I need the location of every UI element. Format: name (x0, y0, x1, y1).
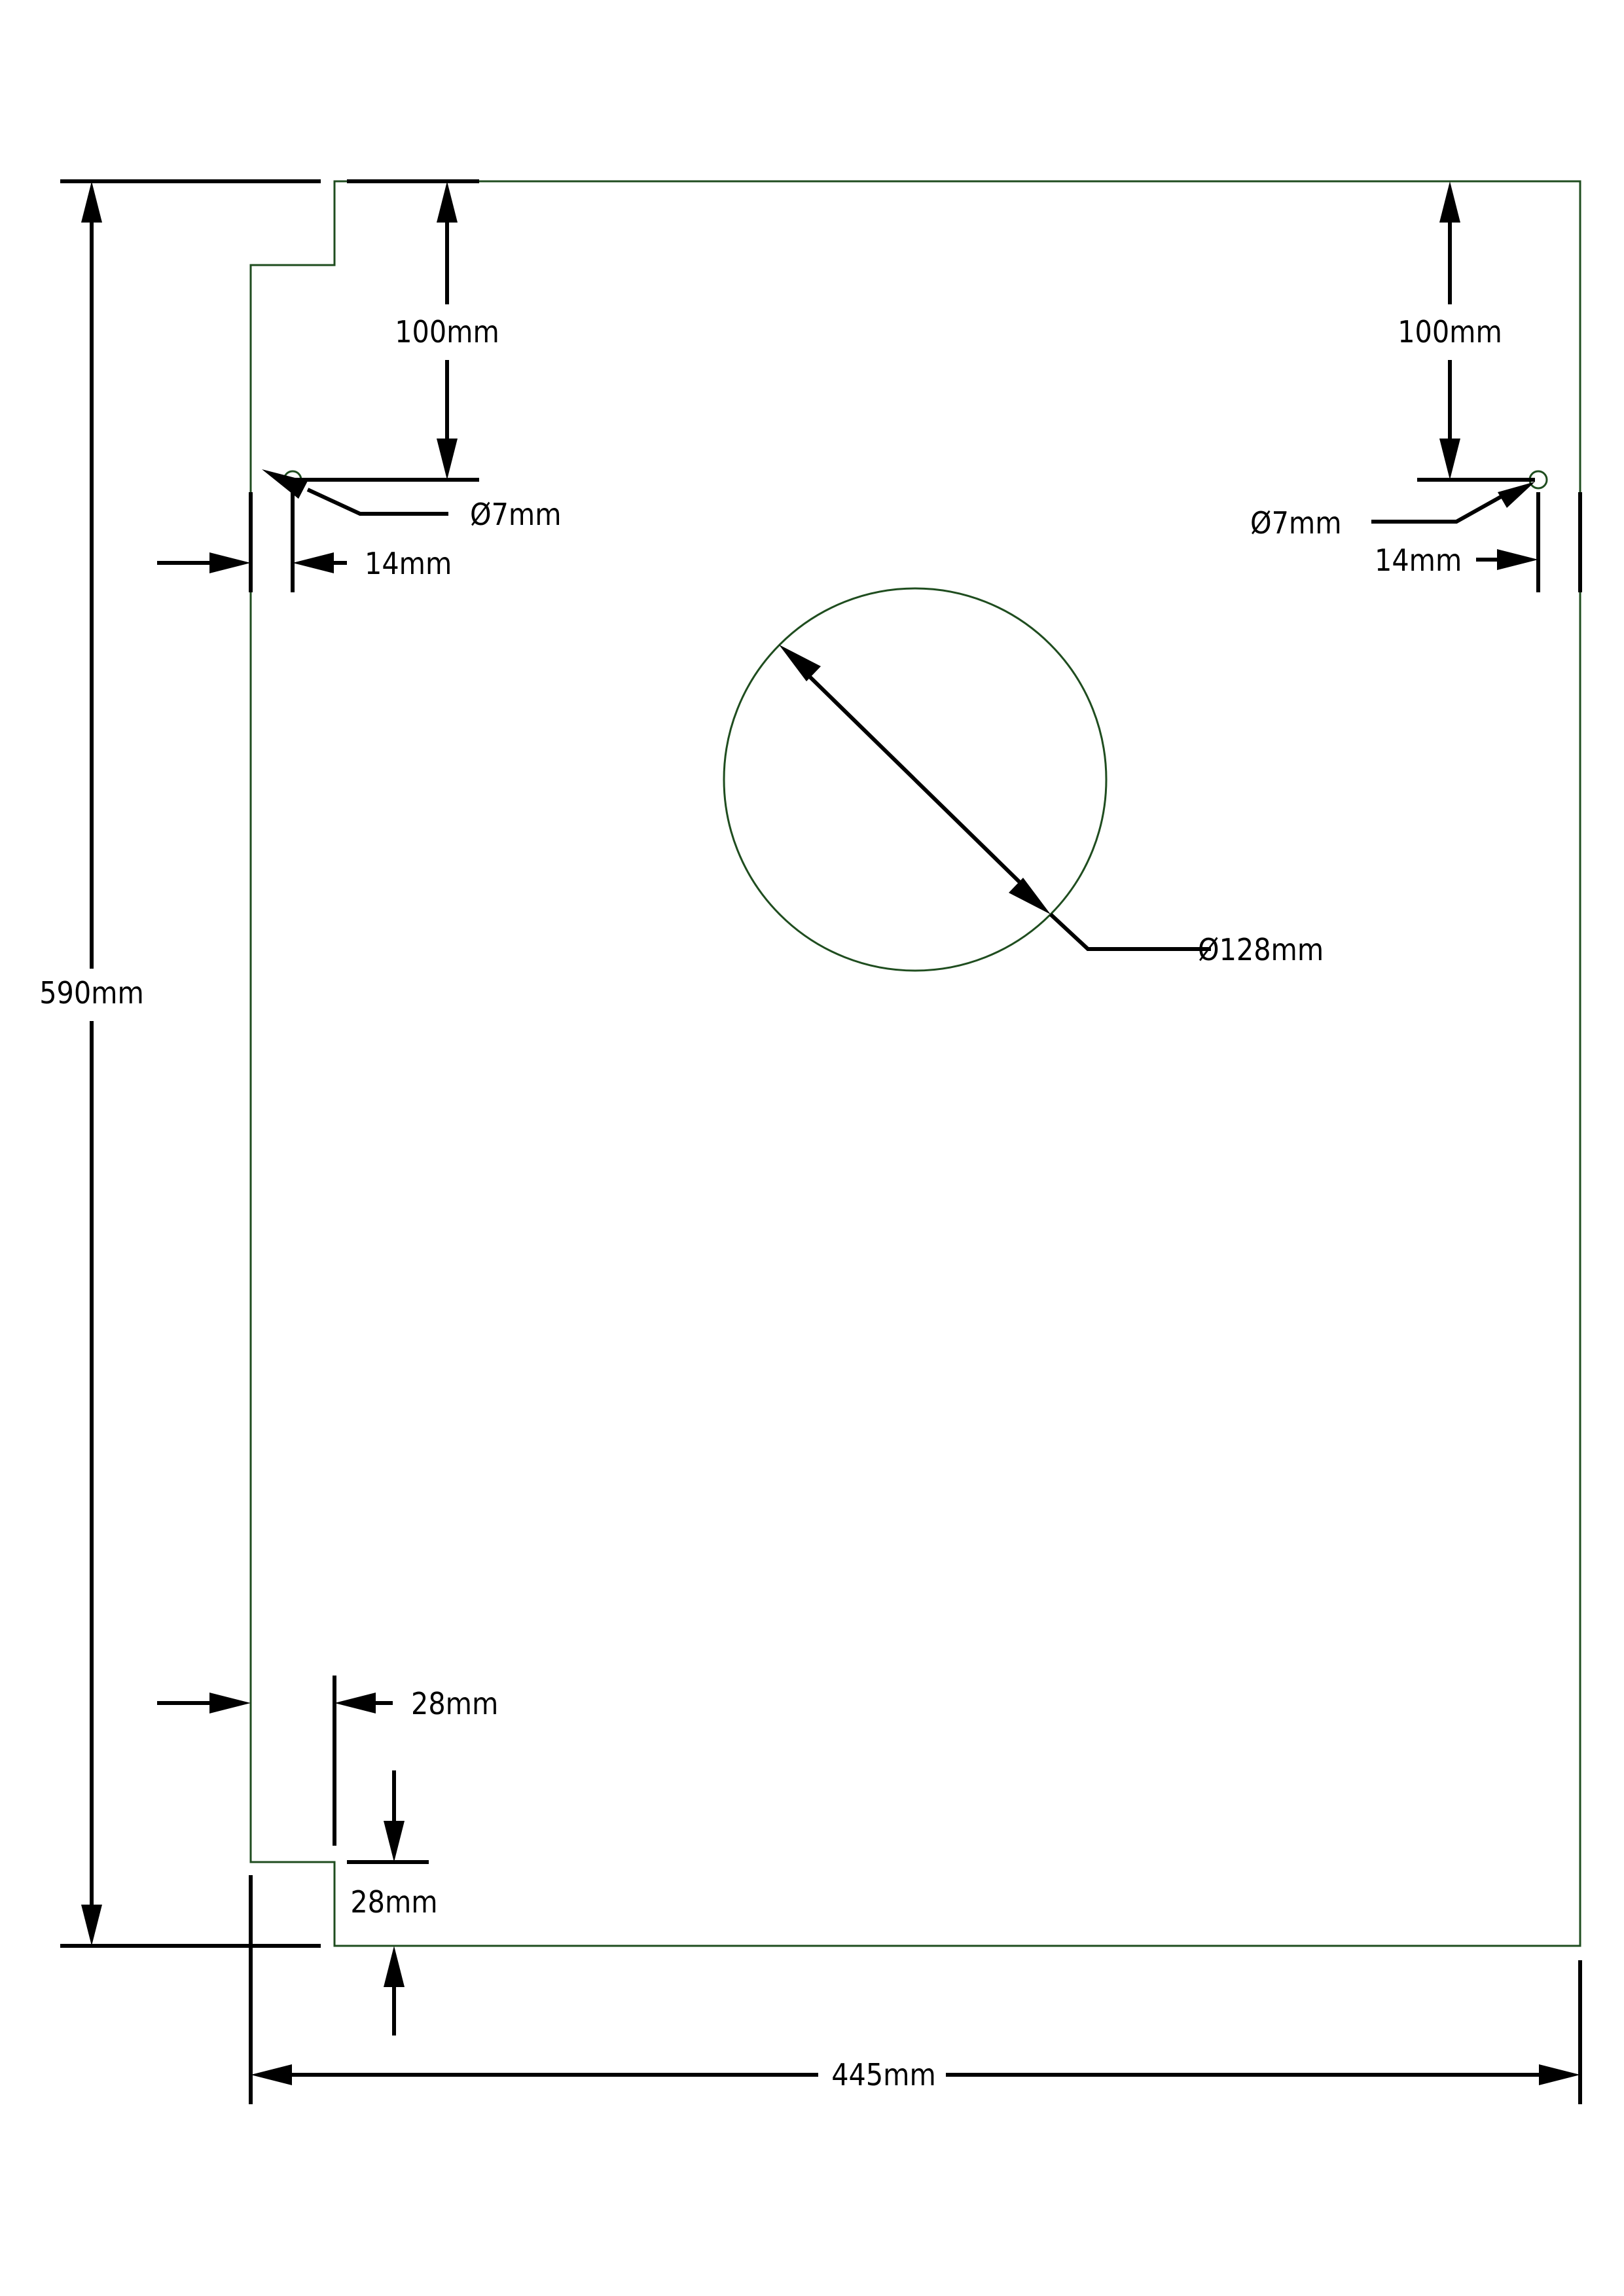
right-hole-top-label: 100mm (1398, 314, 1502, 350)
dimension-overall-width: 445mm (249, 1875, 1582, 2104)
notch-height-label: 28mm (350, 1884, 437, 1920)
dimension-right-hole-from-top: 100mm (1398, 181, 1535, 482)
dimension-left-hole-diameter: Ø7mm (262, 469, 562, 532)
left-hole-diameter-label: Ø7mm (470, 497, 562, 532)
dimension-notch-height: 28mm (347, 1770, 438, 2036)
dimension-left-hole-from-edge: 14mm (157, 492, 452, 592)
dimension-notch-width: 28mm (157, 1676, 498, 1846)
dimension-overall-height: 590mm (39, 179, 321, 1948)
right-hole-diameter-label: Ø7mm (1250, 505, 1342, 541)
dimension-left-hole-from-top: 100mm (295, 179, 499, 482)
notch-width-label: 28mm (411, 1686, 498, 1721)
left-hole-edge-label: 14mm (365, 546, 452, 581)
overall-height-label: 590mm (39, 975, 144, 1011)
dimension-right-hole-from-edge: 14mm (1375, 492, 1582, 592)
left-hole-top-label: 100mm (395, 314, 499, 350)
center-hole (723, 587, 1108, 972)
panel-outline (249, 180, 1581, 1947)
overall-width-label: 445mm (831, 2057, 936, 2092)
dimension-right-hole-diameter: Ø7mm (1250, 482, 1535, 541)
center-hole-diameter-label: Ø128mm (1198, 932, 1324, 967)
right-hole-edge-label: 14mm (1375, 543, 1462, 578)
dimension-center-hole-diameter: Ø128mm (779, 645, 1324, 967)
